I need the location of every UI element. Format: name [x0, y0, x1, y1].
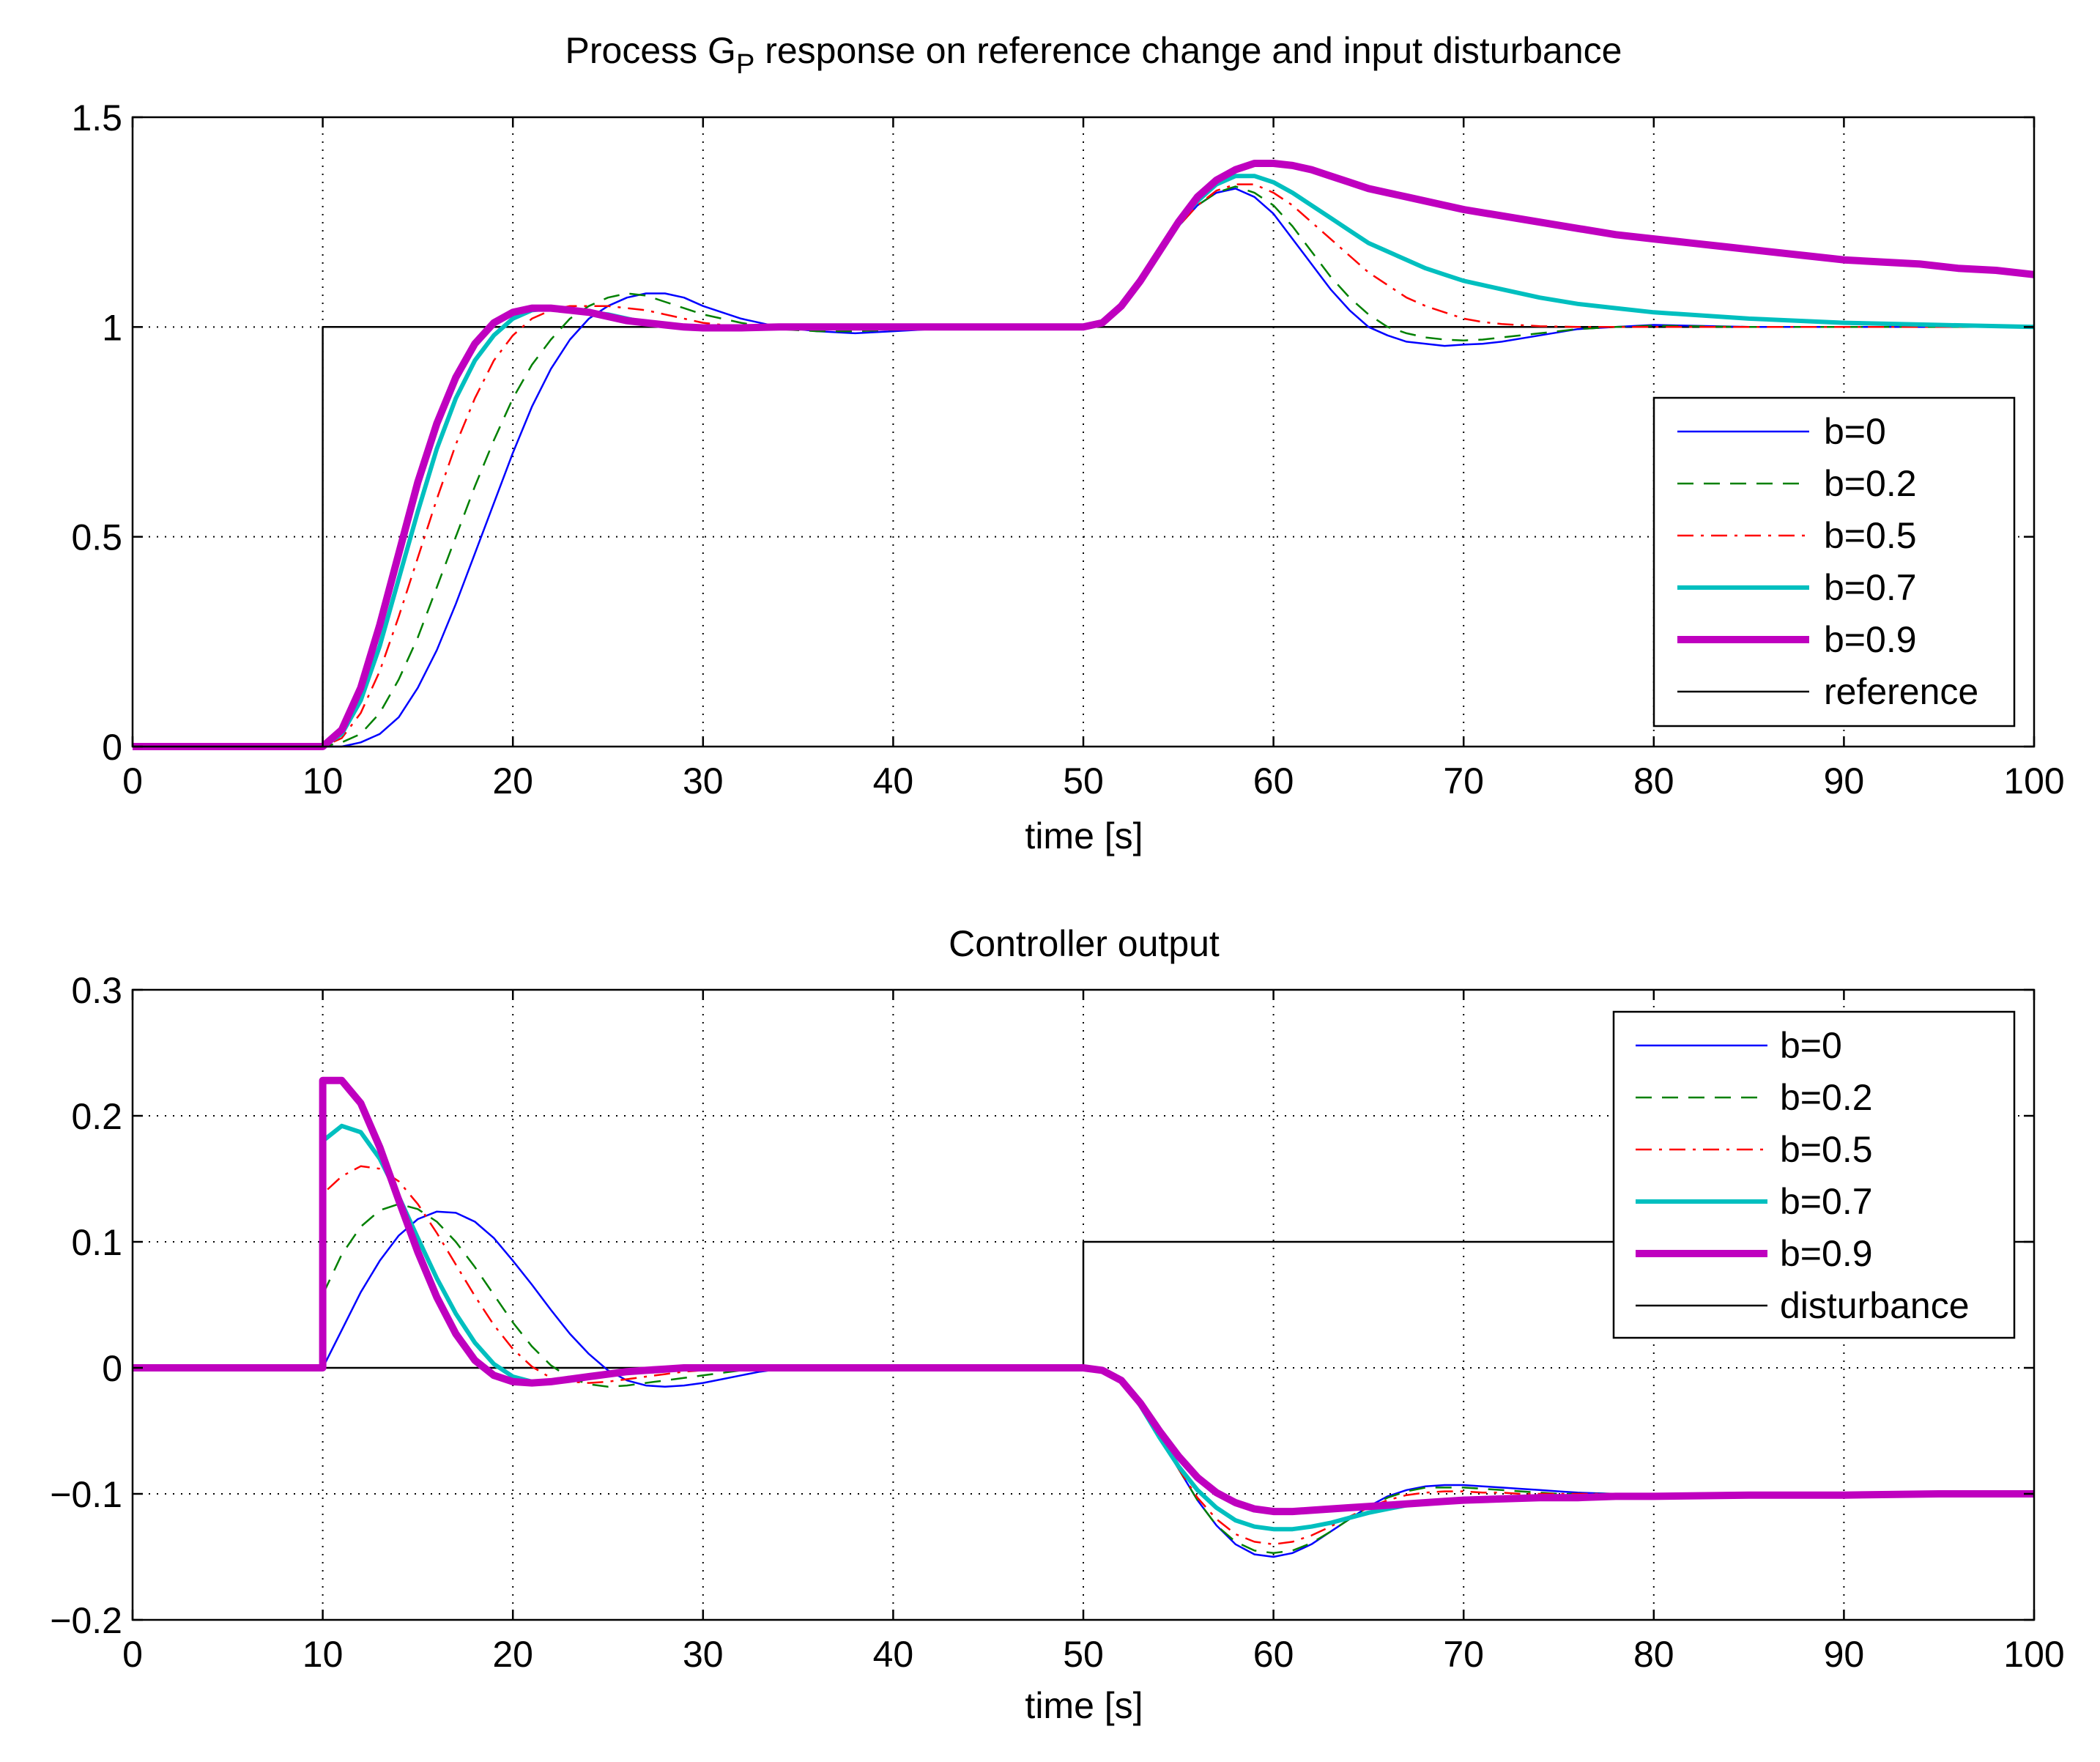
ticks: 0 10 20 30 40 50 60 70 80 90 100 −0.2 −0.1 0 0.1 0.2 0.3: [50, 970, 2064, 1675]
y-tick-label: 1.5: [71, 97, 122, 138]
y-tick-label: 0: [102, 727, 122, 768]
series-line-b-0-9: [133, 1076, 2034, 1516]
legend-label: reference: [1824, 671, 1978, 712]
legend-label: disturbance: [1780, 1285, 1970, 1326]
x-tick-label: 10: [303, 760, 344, 802]
legend-box: [1652, 396, 2016, 728]
x-axis-label: time [s]: [1025, 815, 1143, 856]
x-tick-label: 20: [492, 760, 533, 802]
plot-controller-output: Controller output 0 10 20 30 40 50 60 70 80 90 100…: [50, 923, 2064, 1726]
legend-label: b=0.2: [1824, 463, 1917, 504]
legend-label: b=0: [1780, 1025, 1842, 1066]
x-tick-label: 0: [122, 760, 143, 802]
x-tick-label: 80: [1633, 760, 1674, 802]
legend-label: b=0: [1824, 411, 1886, 452]
x-tick-label: 0: [122, 1634, 143, 1675]
x-axis-label: time [s]: [1025, 1685, 1143, 1726]
x-tick-label: 50: [1063, 1634, 1104, 1675]
x-tick-label: 10: [303, 1634, 344, 1675]
y-tick-label: 0: [102, 1348, 122, 1389]
y-tick-label: 1: [102, 307, 122, 348]
legend: b=0 b=0.2 b=0.5 b=0.7 b=0.9 disturbance: [1612, 1010, 2016, 1339]
x-tick-label: 60: [1253, 1634, 1294, 1675]
x-tick-label: 50: [1063, 760, 1104, 802]
ticks: 0 10 20 30 40 50 60 70 80 90 100 0 0.5 1 1.5: [71, 97, 2064, 802]
plot-process-response: Process GP response on reference change …: [71, 30, 2064, 856]
x-tick-label: 70: [1443, 760, 1484, 802]
legend-box: [1612, 1010, 2016, 1339]
x-tick-label: 30: [683, 760, 724, 802]
y-tick-label: 0.1: [71, 1222, 122, 1263]
legend-label: b=0.5: [1780, 1129, 1873, 1170]
x-tick-label: 40: [873, 1634, 914, 1675]
y-tick-label: −0.1: [50, 1474, 122, 1515]
x-tick-label: 100: [2003, 760, 2064, 802]
x-tick-label: 30: [683, 1634, 724, 1675]
plot-title: Process GP response on reference change …: [565, 30, 1622, 80]
y-tick-label: −0.2: [50, 1600, 122, 1641]
legend-label: b=0.9: [1780, 1233, 1873, 1274]
legend-label: b=0.2: [1780, 1077, 1873, 1118]
x-tick-label: 80: [1633, 1634, 1674, 1675]
y-tick-label: 0.2: [71, 1096, 122, 1137]
series-line-b-0-2: [133, 185, 2034, 748]
series-line-b-0-5: [133, 1165, 2034, 1546]
series-line-disturbance: [133, 1240, 2034, 1369]
y-tick-label: 0.3: [71, 970, 122, 1011]
legend-label: b=0.9: [1824, 619, 1917, 660]
x-tick-label: 40: [873, 760, 914, 802]
legend-label: b=0.5: [1824, 515, 1917, 556]
legend-label: b=0.7: [1780, 1181, 1873, 1222]
x-tick-label: 60: [1253, 760, 1294, 802]
legend-label: b=0.7: [1824, 567, 1917, 608]
plot-title: Controller output: [949, 923, 1220, 964]
series-group: [133, 1076, 2034, 1558]
x-tick-label: 70: [1443, 1634, 1484, 1675]
x-tick-label: 90: [1824, 1634, 1865, 1675]
series-line-b-0-9: [133, 160, 2035, 750]
x-tick-label: 90: [1824, 760, 1865, 802]
x-tick-label: 20: [492, 1634, 533, 1675]
y-tick-label: 0.5: [71, 517, 122, 558]
x-tick-label: 100: [2003, 1634, 2064, 1675]
legend: b=0 b=0.2 b=0.5 b=0.7 b=0.9 reference: [1652, 396, 2016, 728]
